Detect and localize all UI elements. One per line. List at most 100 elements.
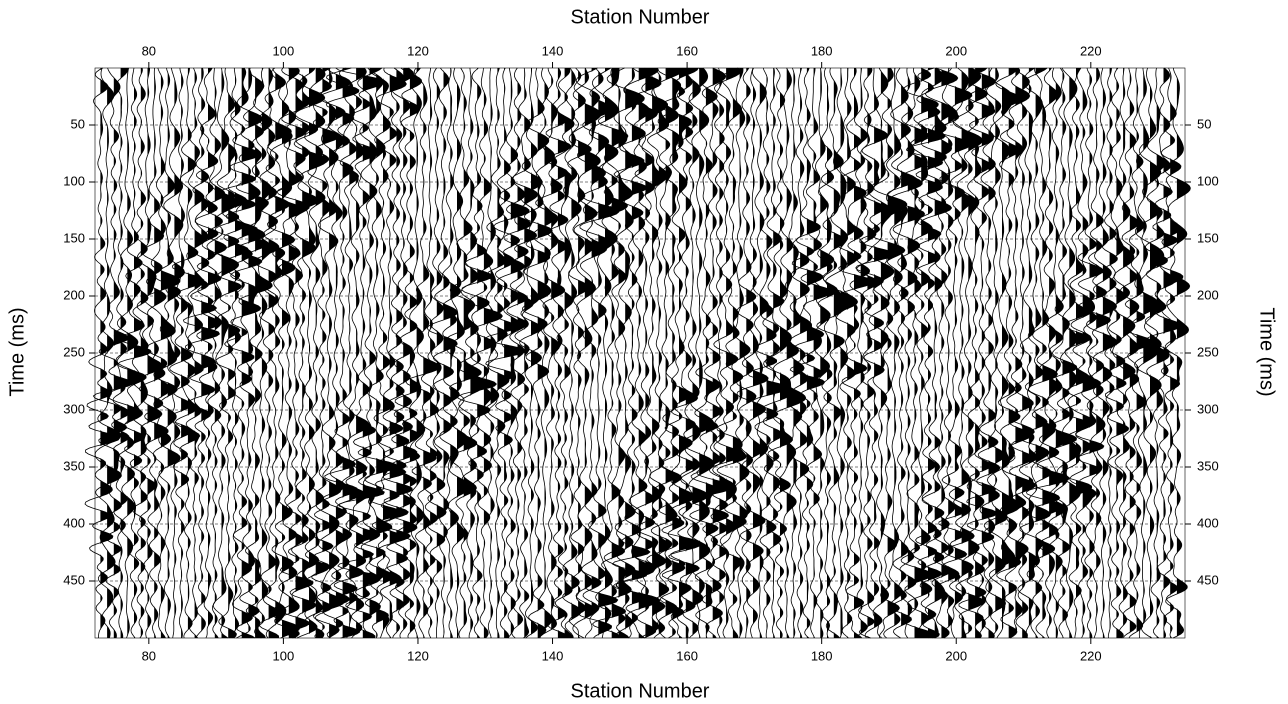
trace [1056, 67, 1081, 639]
trace-fill [557, 68, 572, 638]
trace [171, 67, 205, 639]
trace-fill [329, 68, 345, 638]
x-tick-label-top: 180 [811, 43, 833, 58]
x-tick-label-top: 100 [273, 43, 295, 58]
y-tick-label-right: 300 [1197, 401, 1219, 416]
trace [426, 67, 458, 639]
trace-fill [894, 68, 904, 638]
x-tick-label-bottom: 140 [542, 648, 564, 663]
y-tick-label-left: 50 [71, 116, 85, 131]
x-tick-label-top: 120 [407, 43, 429, 58]
trace [731, 67, 751, 639]
trace-fill [679, 68, 701, 638]
x-tick-label-bottom: 180 [811, 648, 833, 663]
trace [420, 67, 440, 639]
trace-fill [335, 68, 351, 638]
trace [1101, 67, 1118, 639]
trace [333, 67, 365, 639]
trace-fill [611, 68, 628, 638]
trace-fill [658, 68, 671, 638]
trace-fill [954, 68, 972, 638]
x-tick-label-bottom: 80 [142, 648, 156, 663]
trace [920, 67, 953, 639]
x-axis-title-top: Station Number [571, 6, 710, 28]
trace [324, 67, 361, 639]
trace [710, 67, 729, 639]
trace [304, 67, 330, 639]
trace-fill [174, 68, 185, 638]
trace [380, 67, 413, 639]
trace-fill [1123, 68, 1136, 638]
trace-fill [362, 68, 385, 638]
trace [117, 67, 152, 639]
trace [394, 67, 423, 639]
trace [838, 67, 875, 639]
trace-fill [275, 68, 292, 638]
x-tick-label-top: 140 [542, 43, 564, 58]
trace [1023, 67, 1061, 639]
y-axis-title-right: Time (ms) [1256, 307, 1278, 396]
y-axis-title-left: Time (ms) [6, 307, 28, 396]
trace [886, 67, 917, 639]
trace-fill [1089, 68, 1104, 638]
x-tick-label-bottom: 220 [1080, 648, 1102, 663]
trace-fill [833, 68, 846, 638]
x-tick-label-bottom: 200 [945, 648, 967, 663]
trace-fill [726, 68, 744, 638]
trace [445, 67, 472, 639]
trace-fill [457, 68, 471, 638]
trace [106, 67, 145, 639]
trace-fill [739, 68, 751, 638]
trace [1085, 67, 1118, 639]
trace [935, 67, 973, 639]
trace [736, 67, 757, 639]
trace [276, 67, 314, 639]
trace-fill [591, 68, 607, 638]
trace-fill [631, 68, 650, 638]
trace [163, 67, 185, 639]
trace-fill [302, 68, 319, 638]
y-tick-label-right: 50 [1197, 116, 1211, 131]
trace-fill [968, 68, 985, 638]
y-tick-label-right: 350 [1197, 458, 1219, 473]
trace-fill [1008, 68, 1021, 638]
trace-fill [1062, 68, 1077, 638]
trace-fill [1022, 68, 1036, 638]
trace [545, 67, 572, 638]
x-tick-label-bottom: 100 [273, 648, 295, 663]
trace [84, 67, 121, 639]
trace [736, 67, 769, 639]
y-tick-label-right: 100 [1197, 173, 1219, 188]
trace [153, 67, 182, 639]
trace [266, 67, 301, 639]
trace [615, 67, 661, 639]
trace [984, 67, 1008, 639]
trace [1146, 67, 1183, 639]
trace [204, 67, 227, 639]
trace [503, 67, 532, 639]
x-tick-label-bottom: 160 [676, 648, 698, 663]
trace [185, 67, 205, 639]
trace-fill [860, 68, 870, 638]
trace-fill [322, 68, 340, 638]
trace-fill [504, 68, 526, 638]
trace-fill [652, 68, 668, 638]
trace-fill [867, 68, 879, 638]
trace [935, 67, 960, 639]
trace [405, 67, 441, 639]
trace-fill [389, 68, 407, 638]
x-tick-label-top: 80 [142, 43, 156, 58]
trace [1078, 67, 1111, 639]
trace-fill [1002, 68, 1020, 638]
trace [657, 67, 686, 639]
trace [522, 67, 553, 639]
y-tick-label-left: 300 [63, 401, 85, 416]
trace-fill [887, 68, 907, 638]
trace [457, 67, 487, 639]
trace [439, 67, 462, 639]
trace-fill [1150, 68, 1164, 638]
trace-fill [208, 68, 222, 638]
y-tick-label-left: 250 [63, 344, 85, 359]
trace-fill [645, 68, 661, 638]
